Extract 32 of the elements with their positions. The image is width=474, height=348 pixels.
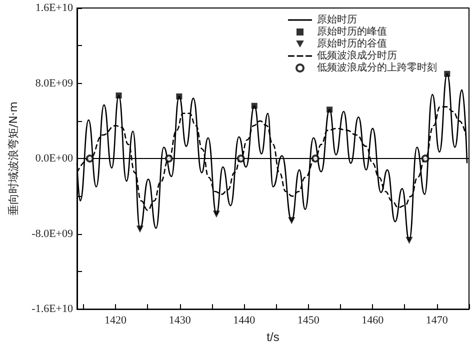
- x-tick-label: 1450: [297, 314, 320, 327]
- x-axis-title: t/s: [266, 330, 280, 344]
- x-tick-label: 1470: [426, 314, 448, 327]
- legend-label: 原始时历: [317, 14, 357, 26]
- point: [116, 92, 122, 99]
- point: [406, 236, 413, 244]
- point: [136, 226, 144, 233]
- point: [311, 154, 320, 163]
- x-tick-label: 1440: [233, 314, 256, 327]
- y-tick-label: 1.6E+10: [35, 2, 74, 14]
- legend-label: 原始时历的谷值: [317, 38, 387, 50]
- point: [86, 154, 94, 163]
- point: [326, 106, 333, 113]
- y-tick-label: 0.0E+00: [35, 152, 74, 165]
- x-tick-label: 1430: [168, 314, 192, 327]
- point: [176, 93, 182, 100]
- y-tick-label: -1.6E+10: [32, 303, 74, 316]
- point: [421, 154, 430, 163]
- legend-label: 低频波浪成分时历: [317, 50, 397, 62]
- point: [164, 154, 173, 163]
- y-tick-label: -8.0E+09: [32, 228, 74, 240]
- y-axis-title: 垂向时域波浪弯矩/N·m: [7, 101, 20, 216]
- point: [251, 102, 258, 109]
- x-tick-label: 1420: [104, 314, 128, 327]
- legend-label: 原始时历的峰值: [317, 26, 387, 38]
- point: [212, 210, 220, 218]
- x-tick-label: 1460: [362, 314, 384, 327]
- y-tick-label: 8.0E+09: [35, 77, 74, 90]
- point: [288, 217, 296, 224]
- legend-label: 低频波浪成分的上跨零时刻: [317, 62, 437, 74]
- point: [444, 70, 450, 77]
- point: [236, 154, 245, 163]
